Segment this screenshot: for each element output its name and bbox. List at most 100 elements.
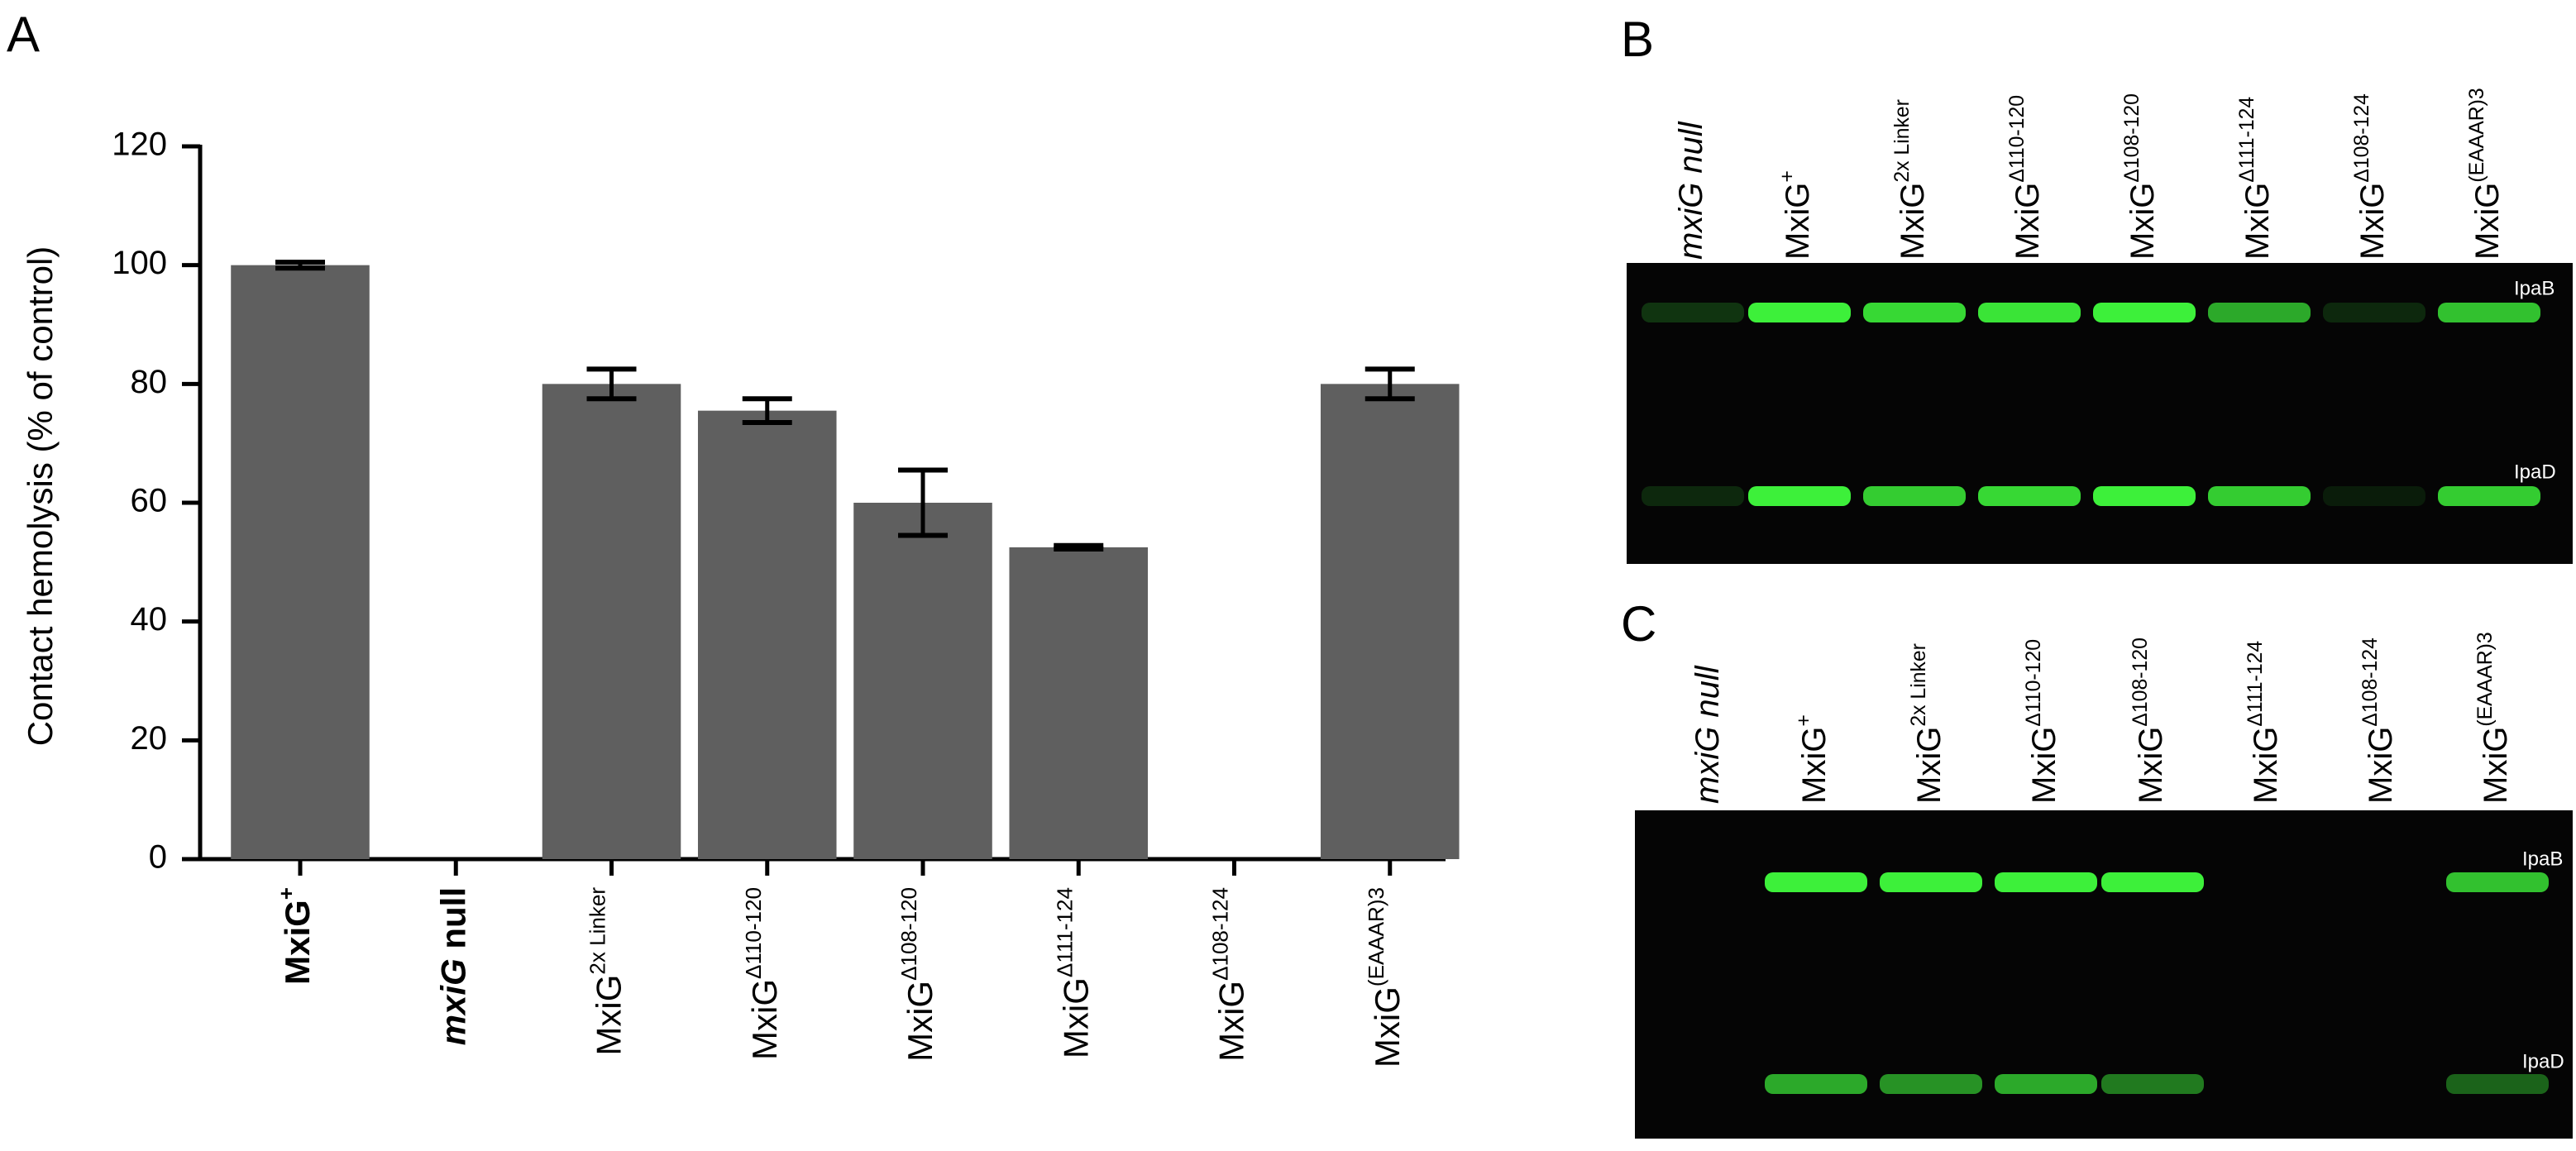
y-tick-label: 20 xyxy=(131,720,168,757)
label-base: MxiG xyxy=(1796,727,1833,804)
label-sup: Δ108-124 xyxy=(2351,93,2373,183)
label: MxiGΔ108-124 xyxy=(2359,638,2399,804)
label: MxiGΔ111-124 xyxy=(1052,887,1095,1058)
label: MxiGΔ108-120 xyxy=(2121,93,2161,260)
blot-band xyxy=(1880,872,1982,892)
bar xyxy=(853,503,992,859)
label: mxiG null xyxy=(1689,665,1726,804)
error-bar xyxy=(1054,542,1104,552)
label: MxiGΔ110-120 xyxy=(741,887,784,1060)
blot-band xyxy=(1978,486,2081,506)
blot-band xyxy=(2101,872,2204,892)
label-base: MxiG xyxy=(1056,977,1095,1058)
panel-label: A xyxy=(7,7,40,62)
label-base: mxiG null xyxy=(1689,665,1726,804)
panel-label: B xyxy=(1621,12,1654,67)
label: MxiGΔ111-124 xyxy=(2236,97,2276,260)
label-base: MxiG xyxy=(1911,727,1948,804)
label: mxiG null xyxy=(433,887,472,1045)
label-sup: Δ108-120 xyxy=(2129,638,2152,727)
blot-band xyxy=(2093,303,2196,322)
label-sup: (EAAAR)3 xyxy=(2474,632,2497,726)
label-base: mxiG xyxy=(433,958,472,1045)
error-bar xyxy=(586,366,637,402)
label-sup: Δ108-124 xyxy=(2359,638,2382,727)
label-sup: (EAAAR)3 xyxy=(2466,88,2488,182)
label: MxiGΔ108-120 xyxy=(2129,638,2169,804)
y-tick-label: 80 xyxy=(131,364,168,400)
blot-band xyxy=(2101,1074,2204,1094)
blot-band xyxy=(1863,303,1966,322)
label-sup: Δ108-120 xyxy=(896,887,921,981)
band-label: IpaD xyxy=(2514,461,2556,483)
blot-band xyxy=(2093,486,2196,506)
blot-band xyxy=(2438,303,2540,322)
blot-band xyxy=(2323,486,2425,506)
y-tick-label: 100 xyxy=(112,245,167,281)
blot-band xyxy=(1880,1074,1982,1094)
label: MxiG(EAAAR)3 xyxy=(2474,632,2514,804)
label-sup: Δ108-124 xyxy=(1207,887,1232,981)
label-sup: 2x Linker xyxy=(1891,99,1914,183)
y-tick-label: 40 xyxy=(131,601,168,638)
label-sup: Δ110-120 xyxy=(2006,95,2029,183)
label-base: MxiG xyxy=(2354,183,2391,260)
bar xyxy=(542,384,681,859)
y-tick-label: 0 xyxy=(149,839,167,876)
band-label: IpaB xyxy=(2522,848,2563,870)
label-base: MxiG xyxy=(2026,727,2062,804)
label-sup: Δ111-124 xyxy=(1052,887,1077,977)
label-base: MxiG xyxy=(1780,183,1816,260)
y-tick-label: 120 xyxy=(112,127,167,163)
label: MxiGΔ108-120 xyxy=(896,887,939,1062)
blot-band xyxy=(2323,303,2425,322)
blot-band xyxy=(2446,1074,2549,1094)
label-sup: Δ110-120 xyxy=(741,887,766,979)
label-base: MxiG xyxy=(2478,727,2514,804)
label: MxiG+ xyxy=(274,887,317,985)
label-sup: 2x Linker xyxy=(585,887,609,975)
blot-band xyxy=(1642,486,1744,506)
label: MxiG2x Linker xyxy=(585,887,628,1056)
label-sup: Δ110-120 xyxy=(2023,639,2045,727)
error-bar xyxy=(275,260,325,271)
label-base: MxiG xyxy=(2124,183,2161,260)
bar xyxy=(1009,547,1149,859)
label: MxiGΔ111-124 xyxy=(2244,641,2284,804)
label-base: MxiG xyxy=(1368,986,1407,1067)
label: MxiG2x Linker xyxy=(1891,99,1931,260)
label: MxiGΔ108-124 xyxy=(2351,93,2391,260)
label-base: MxiG xyxy=(2010,183,2046,260)
bar xyxy=(1320,384,1460,859)
blot-band xyxy=(2208,303,2311,322)
blot-band xyxy=(1995,872,2097,892)
blot-band xyxy=(1748,486,1851,506)
label: MxiG(EAAAR)3 xyxy=(2466,88,2506,260)
label: MxiG2x Linker xyxy=(1908,643,1948,804)
label-base: MxiG xyxy=(278,900,317,985)
y-axis-label: Contact hemolysis (% of control) xyxy=(21,246,60,747)
blot-band xyxy=(1748,303,1851,322)
label-sup: 2x Linker xyxy=(1908,643,1930,727)
blot-band xyxy=(1642,303,1744,322)
label-base: MxiG xyxy=(2248,727,2284,804)
error-bar xyxy=(898,467,948,538)
label-sup: Δ111-124 xyxy=(2244,641,2267,727)
label-sup: Δ108-120 xyxy=(2121,93,2143,183)
label-sup: + xyxy=(1776,170,1799,182)
bar xyxy=(231,265,370,860)
bar xyxy=(697,410,837,859)
band-label: IpaD xyxy=(2522,1050,2564,1072)
panel-label: C xyxy=(1621,596,1656,652)
blot-band xyxy=(1978,303,2081,322)
label: MxiG+ xyxy=(1776,170,1816,260)
blot-band xyxy=(1995,1074,2097,1094)
label-base: MxiG xyxy=(1212,981,1251,1062)
label: MxiGΔ110-120 xyxy=(2023,639,2062,804)
error-bar xyxy=(742,396,792,426)
label: MxiG(EAAAR)3 xyxy=(1364,887,1407,1067)
y-tick-label: 60 xyxy=(131,483,168,519)
blot-band xyxy=(2208,486,2311,506)
label: MxiG+ xyxy=(1793,714,1833,804)
